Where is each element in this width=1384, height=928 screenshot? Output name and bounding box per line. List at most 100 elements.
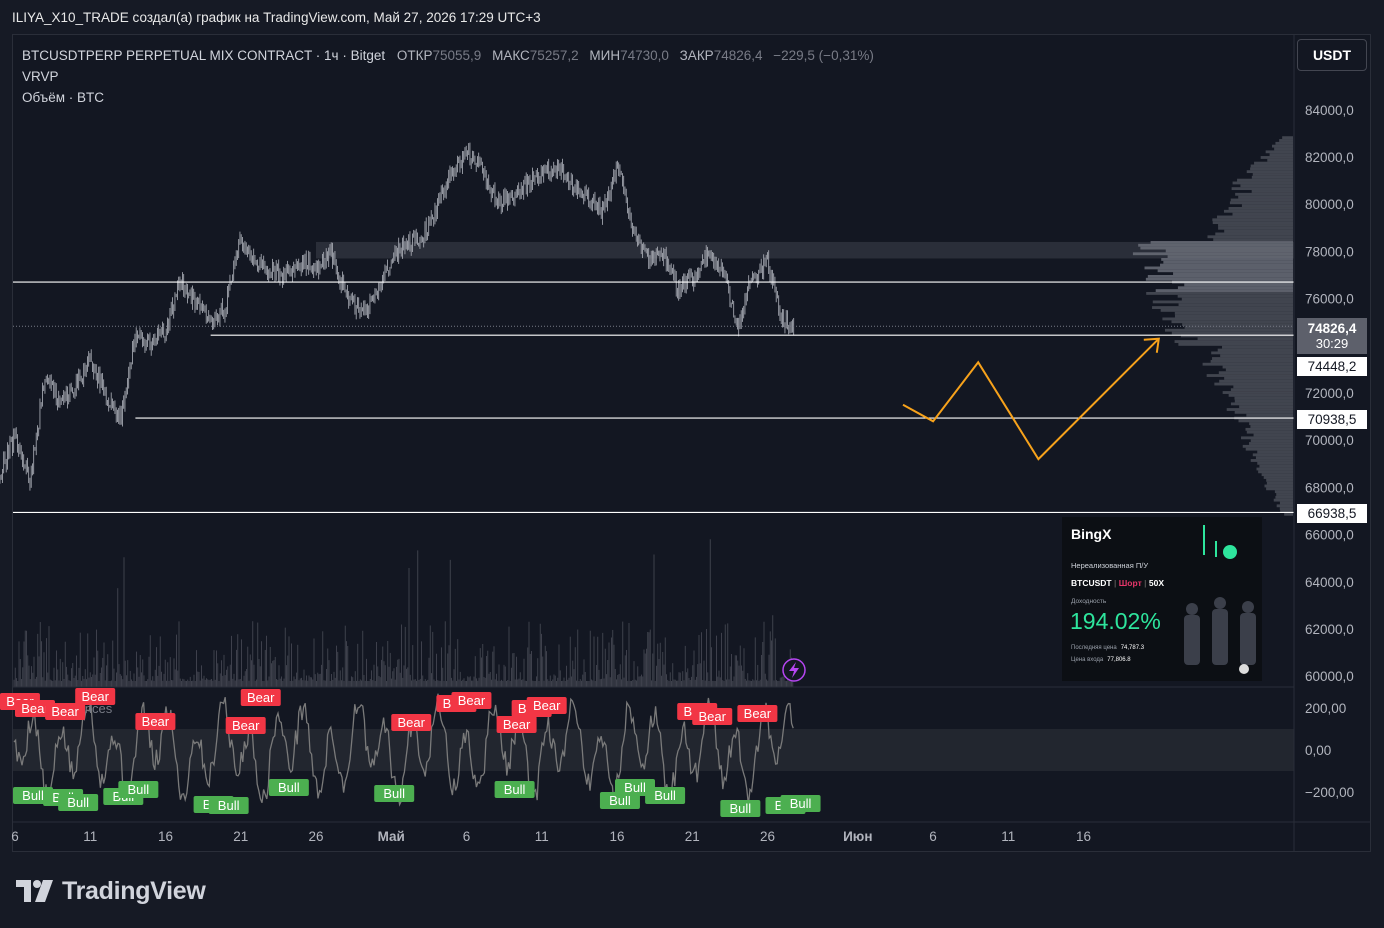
profile-bar — [1237, 178, 1293, 182]
profile-bar — [1273, 498, 1293, 502]
profile-bar — [1259, 464, 1293, 468]
price-tick-2: 80000,0 — [1305, 197, 1354, 212]
profile-bar — [1138, 243, 1293, 247]
promo-leverage: 50X — [1148, 578, 1164, 588]
profile-bar — [1250, 439, 1293, 443]
bear-signal-1: Bear — [15, 700, 55, 717]
open-label: ОТКР — [396, 48, 433, 63]
profile-bar — [1231, 187, 1293, 191]
tradingview-icon — [16, 880, 53, 902]
osc-tick-0: 200,00 — [1305, 701, 1346, 716]
osc-band — [13, 729, 1294, 771]
profile-bar — [1282, 136, 1293, 140]
profile-bar — [1225, 368, 1293, 372]
promo-side: Шорт — [1118, 578, 1142, 588]
profile-bar — [1265, 150, 1293, 154]
profile-bar — [1240, 184, 1293, 188]
profile-bar — [1164, 328, 1293, 332]
currency-button[interactable]: USDT — [1297, 39, 1367, 71]
bull-signal-4: Bull — [118, 781, 159, 798]
bear-signal-6-text: Bear — [247, 690, 275, 705]
profile-bar — [1230, 402, 1293, 406]
profile-bar — [1152, 306, 1293, 309]
profile-bar — [1230, 388, 1293, 392]
bull-signal-12-text: Bull — [654, 788, 676, 803]
promo-yield-label: Доходность — [1071, 598, 1107, 605]
profile-bar — [1241, 204, 1293, 208]
profile-bar — [1152, 300, 1293, 304]
profile-bar — [1217, 215, 1293, 219]
promo-last-price-row: Последняя цена 74,787.3 — [1071, 645, 1144, 651]
promo-yield: 194.02% — [1070, 608, 1161, 634]
profile-bar — [1184, 325, 1293, 329]
osc-tick-1: 0,00 — [1305, 743, 1331, 758]
bingx-promo-card: BingX Нереализованная П/У BTCUSDT | Шорт… — [1062, 517, 1262, 681]
indicator-volume[interactable]: Объём · BTC — [22, 90, 105, 105]
bear-signal-6: Bear — [240, 689, 281, 706]
profile-bar — [1215, 232, 1293, 236]
profile-bar — [1218, 371, 1293, 375]
bear-signal-2-text: Bear — [51, 704, 79, 719]
profile-bar — [1182, 323, 1293, 326]
bull-signal-12: Bull — [645, 787, 686, 804]
price-tick-10: 62000,0 — [1305, 622, 1354, 637]
tradingview-logo[interactable]: TradingView — [16, 876, 206, 906]
high-value: 75257,2 — [529, 48, 579, 63]
promo-entry-price-label: Цена входа — [1071, 657, 1104, 663]
bull-signal-2-bg — [58, 794, 99, 811]
profile-bar — [1260, 156, 1293, 159]
volume-profile — [1132, 136, 1293, 516]
bear-signal-2-bg — [45, 703, 86, 720]
profile-bar — [1238, 419, 1293, 423]
tradingview-wordmark: TradingView — [62, 876, 206, 905]
open-value: 75055,9 — [432, 48, 482, 63]
bear-signal-3: Bear — [75, 688, 116, 705]
bull-signal-8: Bull — [374, 785, 415, 802]
profile-bar — [1206, 374, 1293, 377]
indicator-vrvp[interactable]: VRVP — [22, 69, 59, 84]
profile-bar — [1157, 269, 1293, 273]
profile-bar — [1171, 320, 1293, 324]
bear-signal-7-text: Bear — [398, 715, 426, 730]
price-tick-1: 82000,0 — [1305, 150, 1354, 165]
bull-signal-2: Bull — [58, 794, 99, 811]
bear-signal-4-bg — [135, 713, 176, 730]
horizontal-levels[interactable] — [13, 281, 1294, 514]
resistance-zone[interactable] — [316, 241, 1294, 259]
low-label: МИН — [589, 48, 621, 63]
promo-last-price: 74,787.3 — [1120, 645, 1145, 651]
profile-bar — [1232, 181, 1293, 185]
price-tick-7: 68000,0 — [1305, 480, 1354, 495]
bear-signal-14: Bear — [692, 708, 733, 725]
chart-header-title: ILIYA_X10_TRADE создал(а) график на Trad… — [12, 10, 541, 25]
profile-bar — [1250, 167, 1293, 171]
profile-bar — [1197, 337, 1293, 341]
profile-bar — [1224, 229, 1293, 233]
bull-signal-0: Bull — [13, 787, 53, 804]
profile-bar — [1251, 175, 1293, 179]
profile-bar — [1263, 476, 1293, 479]
profile-bar — [1267, 158, 1293, 162]
bull-signal-9: Bull — [494, 781, 535, 798]
bull-signal-2-text: Bull — [67, 795, 89, 810]
price-tick-11: 60000,0 — [1305, 669, 1354, 684]
time-axis[interactable]: 6 11 16 21 26 Май 6 11 16 21 26 Июн 6 11 16 — [11, 35, 1370, 852]
candles[interactable] — [0, 142, 1294, 491]
profile-bar — [1223, 209, 1293, 213]
projection-arrow[interactable] — [902, 337, 1160, 461]
profile-bar — [1174, 311, 1293, 315]
bear-signal-10-text: Bear — [503, 717, 531, 732]
profile-bar — [1177, 294, 1293, 298]
bull-signal-13-bg — [720, 800, 761, 817]
profile-bar — [1261, 473, 1293, 477]
profile-bar — [1144, 266, 1293, 270]
time-tick-10: 26 — [760, 829, 775, 844]
bull-signal-13-text: Bull — [730, 801, 752, 816]
lightning-icon[interactable] — [782, 658, 806, 682]
symbol-label[interactable]: BTCUSDTPERP PERPETUAL MIX CONTRACT · 1ч … — [22, 48, 386, 63]
profile-bar — [1174, 314, 1293, 318]
promo-last-price-label: Последняя цена — [1071, 645, 1117, 651]
price-axis[interactable]: 84000,0 82000,0 80000,0 78000,0 76000,0 72000… — [1305, 103, 1354, 800]
